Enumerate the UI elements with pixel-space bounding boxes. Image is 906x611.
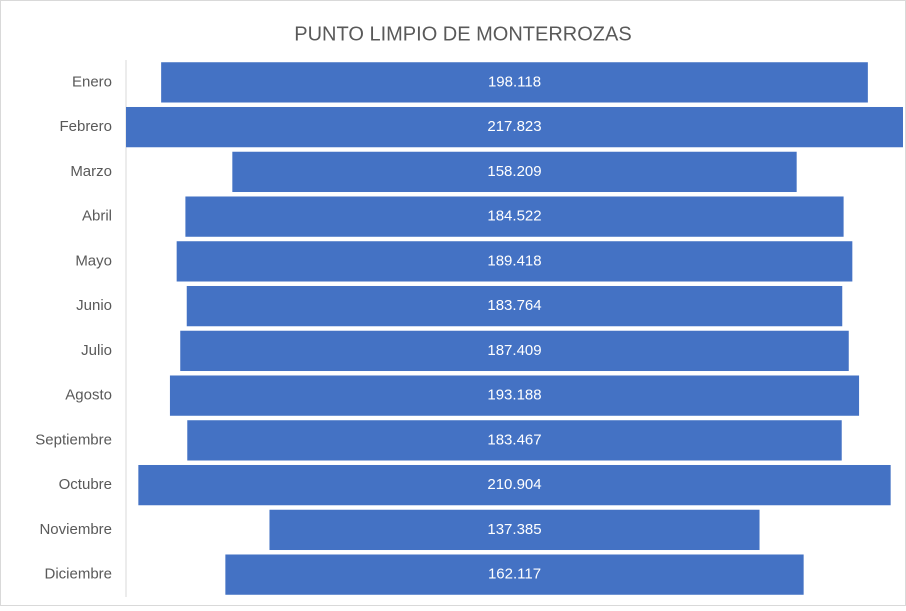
bar [269, 509, 760, 551]
bar [126, 106, 903, 148]
data-label: 193.188 [487, 387, 541, 404]
data-label: 137.385 [487, 521, 541, 538]
y-tick-label: Febrero [59, 118, 112, 135]
y-tick-label: Septiembre [35, 431, 112, 448]
data-label: 158.209 [487, 163, 541, 180]
chart-title: PUNTO LIMPIO DE MONTERROZAS [294, 23, 631, 45]
data-label: 184.522 [487, 208, 541, 225]
bar [225, 554, 804, 595]
y-tick-label: Octubre [59, 476, 112, 493]
data-label: 217.823 [487, 118, 541, 135]
y-tick-label: Enero [72, 73, 112, 90]
bar [161, 62, 868, 103]
y-tick-label: Abril [82, 208, 112, 225]
data-label: 198.118 [488, 73, 541, 90]
y-tick-label: Julio [81, 342, 112, 359]
data-label: 162.117 [488, 566, 541, 583]
data-label: 210.904 [487, 476, 541, 493]
bar [186, 285, 843, 327]
bar [180, 330, 849, 372]
data-label: 183.467 [487, 431, 541, 448]
bar [232, 151, 797, 193]
data-label: 189.418 [487, 252, 541, 269]
y-tick-label: Mayo [75, 252, 112, 269]
y-tick-label: Noviembre [39, 521, 112, 538]
data-label: 183.764 [487, 297, 541, 314]
bar [185, 196, 844, 237]
bar [176, 241, 853, 282]
y-tick-label: Junio [76, 297, 112, 314]
bar [169, 375, 860, 416]
y-tick-label: Marzo [70, 163, 112, 180]
y-tick-label: Diciembre [44, 566, 112, 583]
bar [138, 464, 891, 506]
bar [187, 420, 842, 461]
y-tick-label: Agosto [65, 387, 112, 404]
data-label: 187.409 [487, 342, 541, 359]
